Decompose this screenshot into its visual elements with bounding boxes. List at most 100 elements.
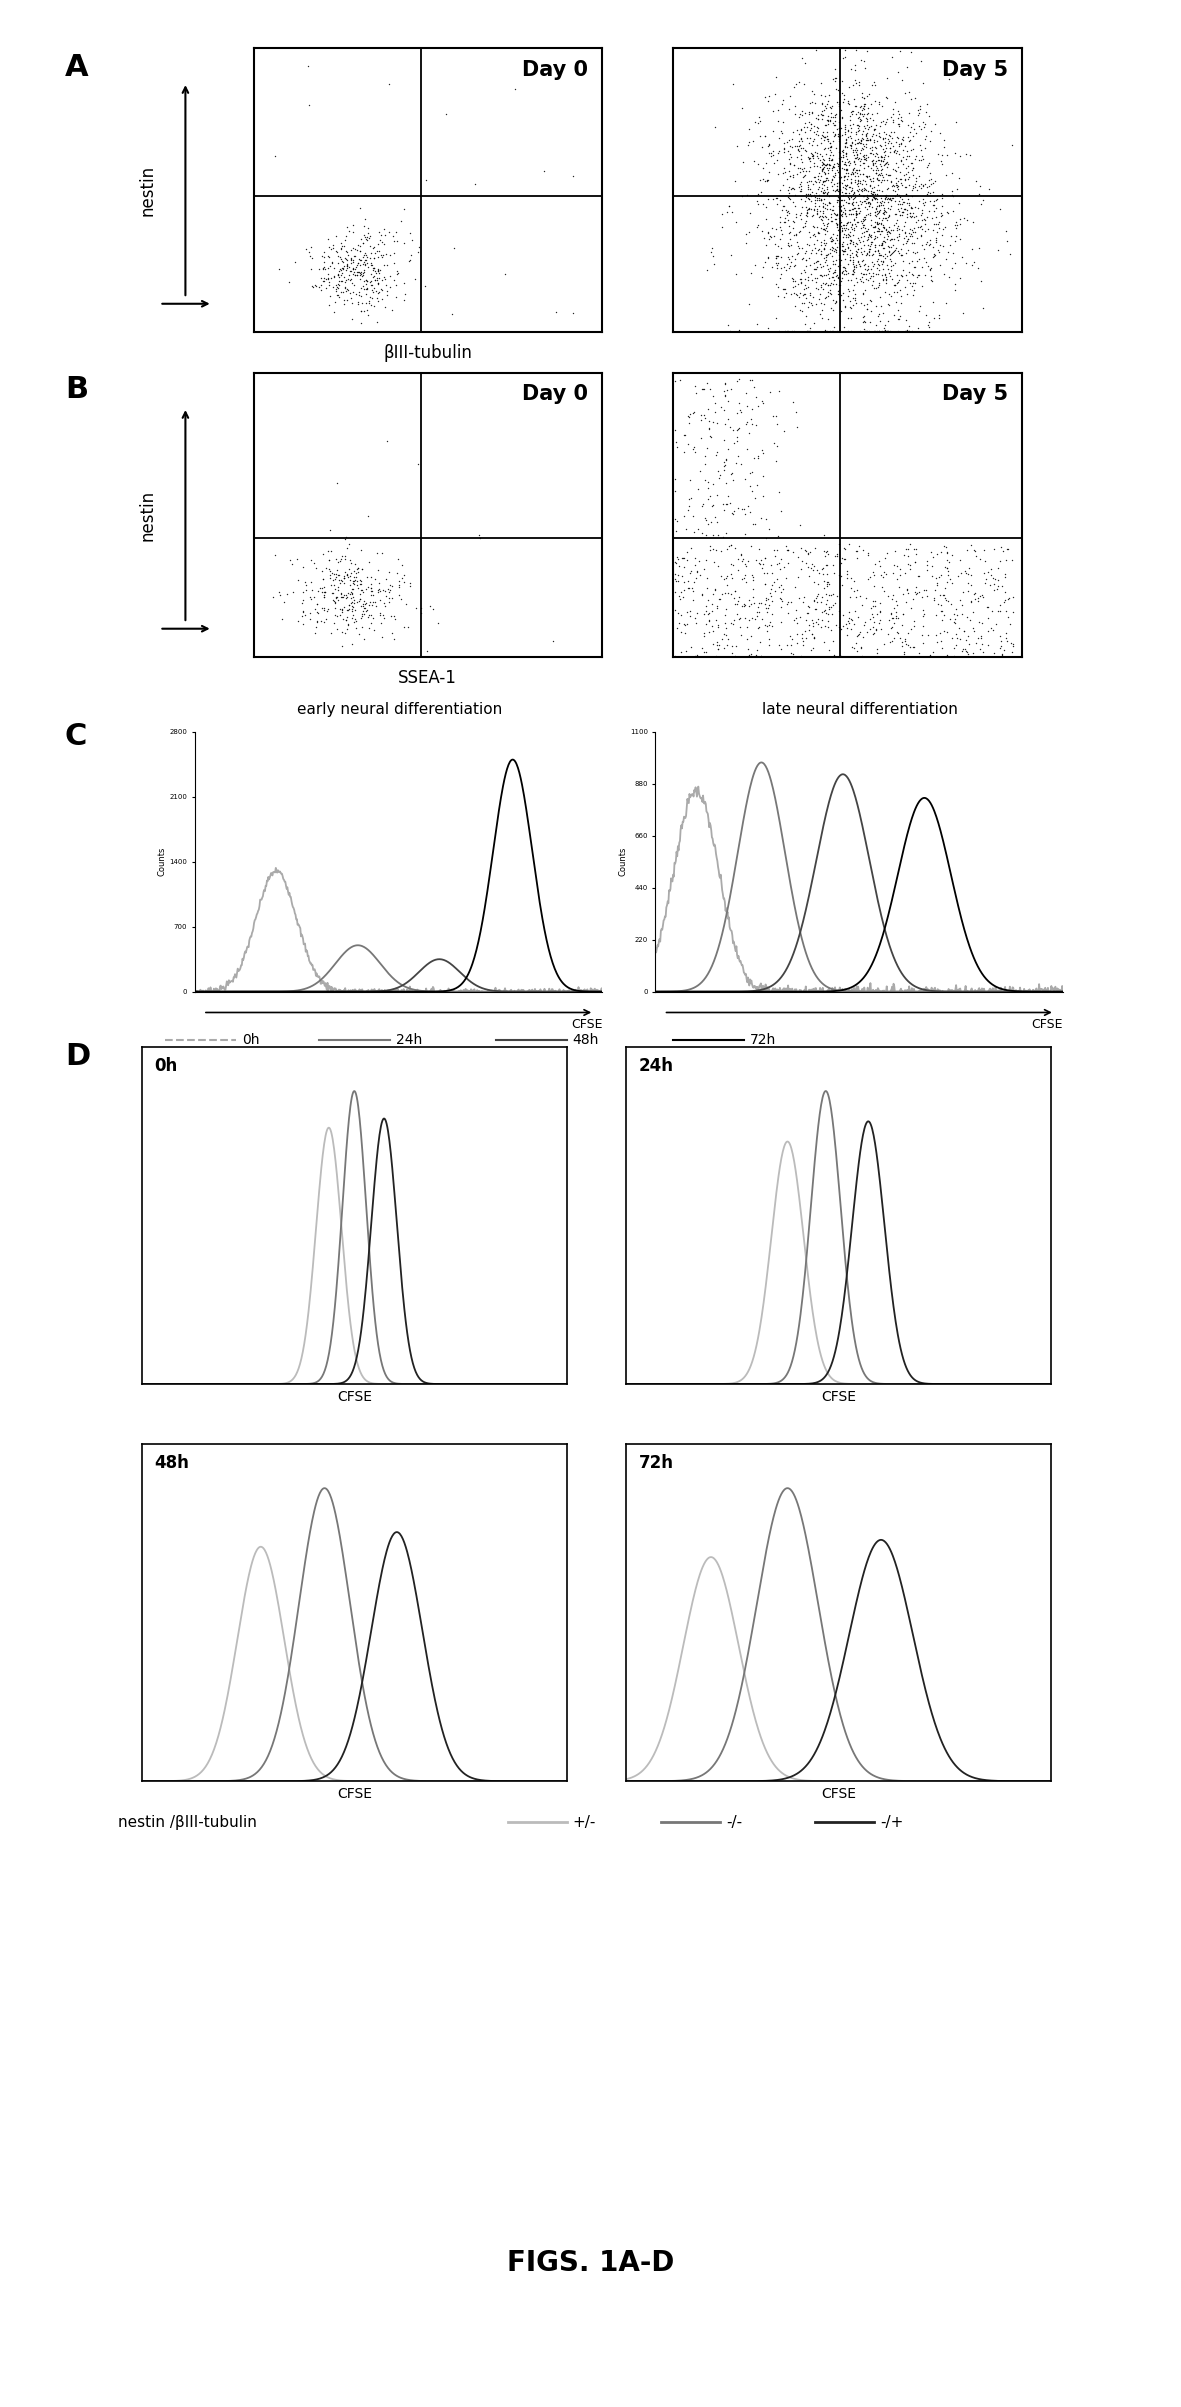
Point [787, 274, 805, 313]
Point [861, 599, 880, 638]
Point [1004, 578, 1023, 616]
Point [926, 236, 945, 274]
Point [829, 118, 848, 156]
Point [348, 549, 367, 587]
Point [852, 209, 870, 248]
Point [869, 188, 888, 226]
Point [861, 99, 880, 137]
Point [874, 229, 893, 267]
Point [684, 496, 703, 534]
Point [709, 546, 727, 585]
Point [808, 96, 827, 135]
Point [361, 575, 380, 614]
Point [804, 619, 823, 657]
Point [820, 176, 839, 214]
Point [828, 311, 847, 349]
Point [805, 229, 824, 267]
Point [998, 221, 1017, 260]
Point [703, 229, 722, 267]
Point [394, 190, 413, 229]
Point [821, 274, 840, 313]
Point [289, 561, 308, 599]
Point [824, 231, 843, 270]
Point [668, 556, 687, 595]
Point [857, 178, 876, 217]
Point [333, 561, 352, 599]
Point [340, 556, 359, 595]
Point [849, 161, 868, 200]
Point [766, 58, 785, 96]
Point [365, 229, 384, 267]
Point [872, 311, 890, 349]
Point [496, 255, 515, 294]
Point [890, 178, 909, 217]
Point [338, 246, 357, 284]
Point [429, 604, 448, 643]
Point [364, 238, 383, 277]
Point [875, 207, 894, 246]
Point [944, 178, 963, 217]
Point [946, 243, 965, 282]
Point [874, 159, 893, 197]
Text: B: B [65, 375, 89, 404]
Point [743, 558, 762, 597]
Point [874, 193, 893, 231]
Point [337, 217, 355, 255]
Point [563, 156, 582, 195]
Point [742, 400, 761, 438]
Point [811, 221, 830, 260]
Point [341, 274, 360, 313]
Point [869, 212, 888, 250]
Point [809, 156, 828, 195]
Point [328, 580, 347, 619]
Point [815, 515, 834, 554]
Point [797, 193, 816, 231]
Point [788, 128, 807, 166]
Point [824, 635, 843, 674]
Point [839, 111, 857, 149]
Point [795, 233, 814, 272]
Point [759, 510, 778, 549]
Point [915, 212, 934, 250]
Point [853, 274, 872, 313]
Point [849, 108, 868, 147]
Point [846, 94, 864, 132]
Point [918, 578, 937, 616]
Point [332, 241, 351, 279]
Point [951, 554, 970, 592]
Point [840, 168, 859, 207]
Point [376, 217, 394, 255]
Point [689, 551, 707, 590]
Point [914, 166, 933, 205]
Point [899, 219, 918, 258]
Point [305, 578, 324, 616]
Point [950, 258, 968, 296]
Point [836, 108, 855, 147]
Point [913, 623, 932, 662]
Point [339, 573, 358, 611]
Point [846, 161, 864, 200]
Point [876, 116, 895, 154]
Point [846, 140, 864, 178]
Point [881, 236, 900, 274]
Point [355, 585, 374, 623]
Point [869, 294, 888, 332]
Point [756, 539, 775, 578]
Point [723, 493, 742, 532]
Point [855, 217, 874, 255]
Point [899, 219, 918, 258]
Point [843, 171, 862, 209]
Point [895, 190, 914, 229]
Point [704, 575, 723, 614]
Point [342, 599, 361, 638]
Point [841, 202, 860, 241]
Point [971, 631, 990, 669]
Point [814, 205, 833, 243]
Point [341, 544, 360, 582]
Point [791, 262, 810, 301]
Point [926, 205, 945, 243]
Point [877, 534, 896, 573]
Point [874, 221, 893, 260]
Point [801, 111, 820, 149]
Point [768, 246, 787, 284]
